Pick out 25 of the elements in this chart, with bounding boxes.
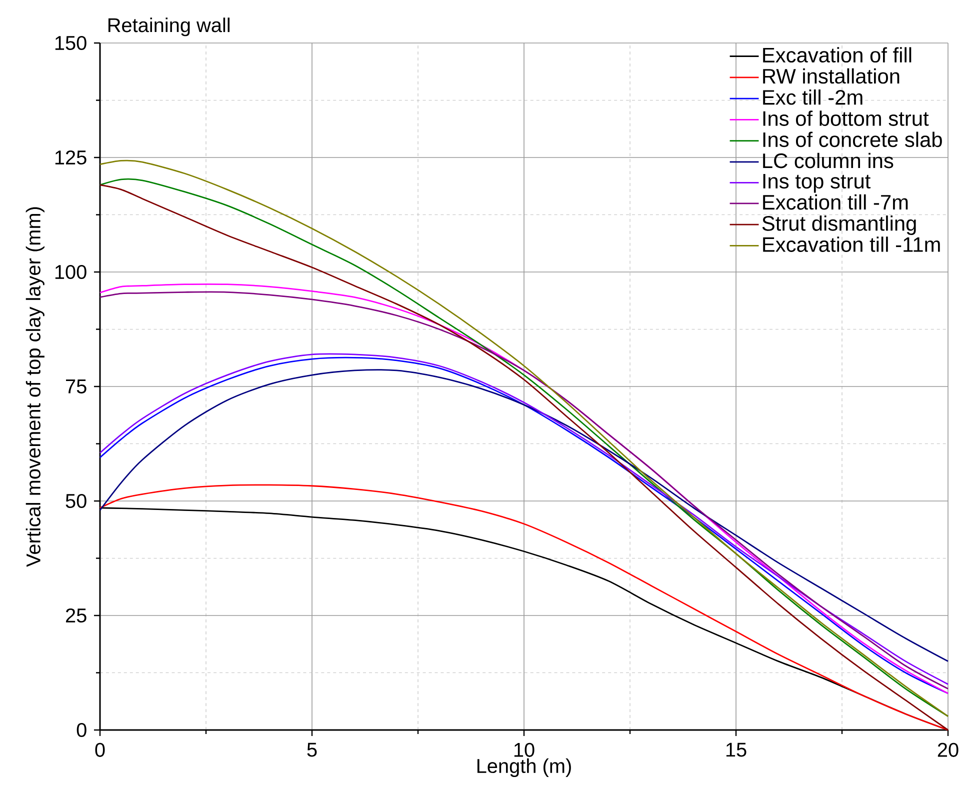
y-axis-title: Vertical movement of top clay layer (mm) xyxy=(26,207,44,567)
x-tick-label: 0 xyxy=(95,742,105,757)
legend-label: Strut dismantling xyxy=(762,215,916,235)
x-axis-title: Length (m) xyxy=(477,758,571,778)
legend-label: Exc till -2m xyxy=(763,89,862,105)
x-tick-label: 10 xyxy=(514,742,534,757)
legend-label: Excavation of fill xyxy=(763,47,912,63)
legend-label: Ins of bottom strut xyxy=(763,110,929,126)
legend-label: Ins top strut xyxy=(763,174,871,193)
y-tick-label: 0 xyxy=(76,722,86,738)
chart-title: Retaining wall xyxy=(108,18,230,36)
legend-label: Excavation till -11m xyxy=(763,236,940,252)
x-tick-label: 20 xyxy=(938,742,958,757)
legend-label: LC column ins xyxy=(763,152,894,168)
y-tick-label: 100 xyxy=(55,264,86,280)
y-tick-label: 150 xyxy=(55,36,86,50)
y-tick-label: 25 xyxy=(66,608,86,623)
y-tick-label: 75 xyxy=(66,380,86,394)
y-tick-label: 125 xyxy=(55,150,86,165)
legend-label: RW installation xyxy=(763,68,900,84)
legend-label: Excation till -7m xyxy=(763,194,908,210)
legend-label: Ins of concrete slab xyxy=(763,132,942,148)
y-tick-label: 50 xyxy=(66,494,86,508)
x-tick-label: 5 xyxy=(307,742,317,757)
x-tick-label: 15 xyxy=(726,742,746,757)
